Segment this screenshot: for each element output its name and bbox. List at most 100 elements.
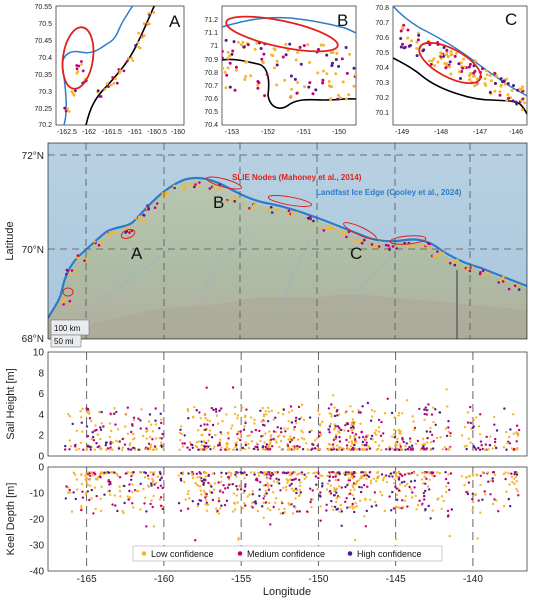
high-confidence-point <box>308 416 312 419</box>
low-confidence-point <box>99 509 103 513</box>
medium-confidence-point <box>392 507 396 510</box>
low-confidence-point <box>126 432 130 435</box>
map-rivers <box>99 231 396 311</box>
low-confidence-point <box>331 505 334 508</box>
medium-confidence-point <box>430 413 434 416</box>
low-confidence-point <box>151 430 155 433</box>
medium-confidence-point <box>146 447 150 450</box>
medium-confidence-point <box>147 442 151 445</box>
low-confidence-point <box>266 476 269 480</box>
medium-confidence-point <box>128 483 131 486</box>
medium-confidence-point <box>199 424 203 427</box>
low-confidence-point <box>396 437 399 441</box>
high-confidence-point <box>503 407 506 410</box>
medium-confidence-point <box>210 406 213 410</box>
low-confidence-point <box>195 441 198 444</box>
high-confidence-point <box>344 485 347 489</box>
low-confidence-point <box>243 447 247 451</box>
high-confidence-point <box>180 479 183 482</box>
scalebar-box-mi <box>50 334 82 348</box>
high-confidence-point <box>254 502 258 505</box>
high-confidence-point <box>281 512 285 515</box>
low-confidence-point <box>115 472 119 476</box>
medium-confidence-point <box>433 474 436 478</box>
low-confidence-point <box>256 83 260 87</box>
medium-confidence-point <box>161 432 164 436</box>
low-confidence-point <box>515 487 518 491</box>
low-confidence-point <box>286 481 289 484</box>
low-confidence-point <box>353 488 356 491</box>
high-confidence-point <box>158 471 162 474</box>
low-confidence-point <box>493 89 497 93</box>
low-confidence-point <box>207 439 210 442</box>
medium-confidence-point <box>465 490 468 494</box>
low-confidence-point <box>272 66 276 70</box>
panel-c-xtick: -149 <box>395 129 409 136</box>
slie-node <box>267 195 313 207</box>
low-confidence-point <box>319 43 323 47</box>
low-confidence-point <box>483 82 487 85</box>
high-confidence-point <box>471 492 474 495</box>
medium-confidence-point <box>244 483 247 486</box>
medium-confidence-point <box>498 93 502 97</box>
low-confidence-point <box>198 485 202 488</box>
keel-xtick: -150 <box>308 574 328 585</box>
map-meridians <box>85 143 471 339</box>
high-confidence-point <box>313 447 317 450</box>
panel-a-ytick: 70.5 <box>38 21 52 28</box>
high-confidence-point <box>429 517 432 520</box>
high-confidence-point <box>465 447 468 451</box>
low-confidence-point <box>395 444 399 447</box>
low-confidence-point <box>269 441 272 444</box>
high-confidence-point <box>514 471 517 474</box>
medium-confidence-point <box>77 64 81 68</box>
medium-confidence-point <box>479 271 482 274</box>
low-confidence-point <box>154 437 158 440</box>
low-confidence-point <box>209 483 212 486</box>
low-confidence-point <box>446 405 449 408</box>
medium-confidence-point <box>146 474 150 477</box>
high-confidence-point <box>425 430 428 433</box>
medium-confidence-point <box>368 471 372 474</box>
low-confidence-point <box>294 506 297 509</box>
medium-confidence-point <box>151 505 154 509</box>
high-confidence-point <box>180 472 183 475</box>
high-confidence-point <box>331 61 334 65</box>
low-confidence-point <box>428 472 431 475</box>
low-confidence-point <box>68 439 72 442</box>
low-confidence-point <box>132 432 135 436</box>
low-confidence-point <box>70 90 74 93</box>
medium-confidence-point <box>349 426 353 429</box>
low-confidence-point <box>76 70 80 73</box>
medium-confidence-point <box>267 471 271 474</box>
medium-confidence-point <box>87 473 90 476</box>
low-confidence-point <box>423 442 426 446</box>
low-confidence-point <box>436 471 439 474</box>
high-confidence-point <box>150 484 153 487</box>
low-confidence-point <box>142 487 145 491</box>
map-slie-nodes <box>62 176 427 297</box>
medium-confidence-point <box>429 62 433 66</box>
low-confidence-point <box>329 97 333 101</box>
low-confidence-point <box>285 488 288 492</box>
low-confidence-point <box>345 473 349 476</box>
low-confidence-point <box>349 436 352 439</box>
confidence-legend: Low confidence Medium confidence High co… <box>132 545 443 562</box>
low-confidence-point <box>357 409 360 412</box>
panel-a-ytick: 70.35 <box>34 72 52 79</box>
low-confidence-point <box>403 499 406 502</box>
medium-confidence-point <box>111 503 114 506</box>
high-confidence-point <box>74 89 77 93</box>
high-confidence-point <box>307 85 311 89</box>
low-confidence-point <box>205 446 208 450</box>
high-confidence-point <box>478 448 482 451</box>
low-confidence-point <box>80 482 84 486</box>
high-confidence-point <box>214 408 218 411</box>
low-confidence-point <box>118 71 122 75</box>
medium-confidence-point <box>431 471 434 475</box>
high-confidence-point <box>488 444 492 447</box>
low-confidence-point <box>133 448 136 451</box>
low-confidence-point <box>290 213 294 216</box>
low-confidence-point <box>279 439 283 443</box>
high-confidence-point <box>330 64 334 68</box>
